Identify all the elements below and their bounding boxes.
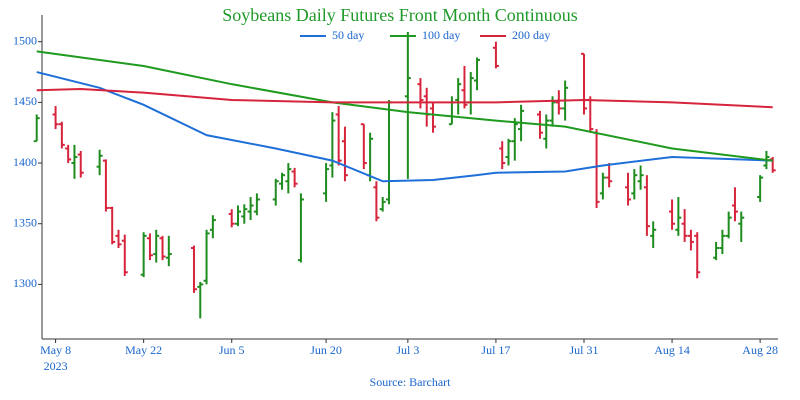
x-tick-label: Jul 31 [569,343,598,357]
y-tick-label: 1350 [13,215,37,229]
moving-average-line [36,50,773,162]
legend-label: 100 day [422,28,460,42]
x-tick-label: May 8 [40,343,71,357]
x-tick-label: Jun 20 [310,343,342,357]
x-tick-label: Jul 3 [396,343,419,357]
moving-average-line [36,88,773,109]
y-tick-label: 1400 [13,155,37,169]
y-tick-label: 1500 [13,33,37,47]
x-tick-label: Jun 5 [219,343,245,357]
x-year-label: 2023 [44,359,68,373]
y-tick-label: 1300 [13,276,37,290]
y-tick-label: 1450 [13,94,37,108]
x-tick-label: Aug 14 [654,343,690,357]
moving-average-line [36,71,773,183]
legend-label: 200 day [512,28,550,42]
x-tick-label: Aug 28 [742,343,778,357]
legend-label: 50 day [332,28,364,42]
x-tick-label: May 22 [125,343,162,357]
source: Source: Barchart [370,375,452,389]
chart-title: Soybeans Daily Futures Front Month Conti… [222,5,578,25]
x-tick-label: Jul 17 [481,343,510,357]
